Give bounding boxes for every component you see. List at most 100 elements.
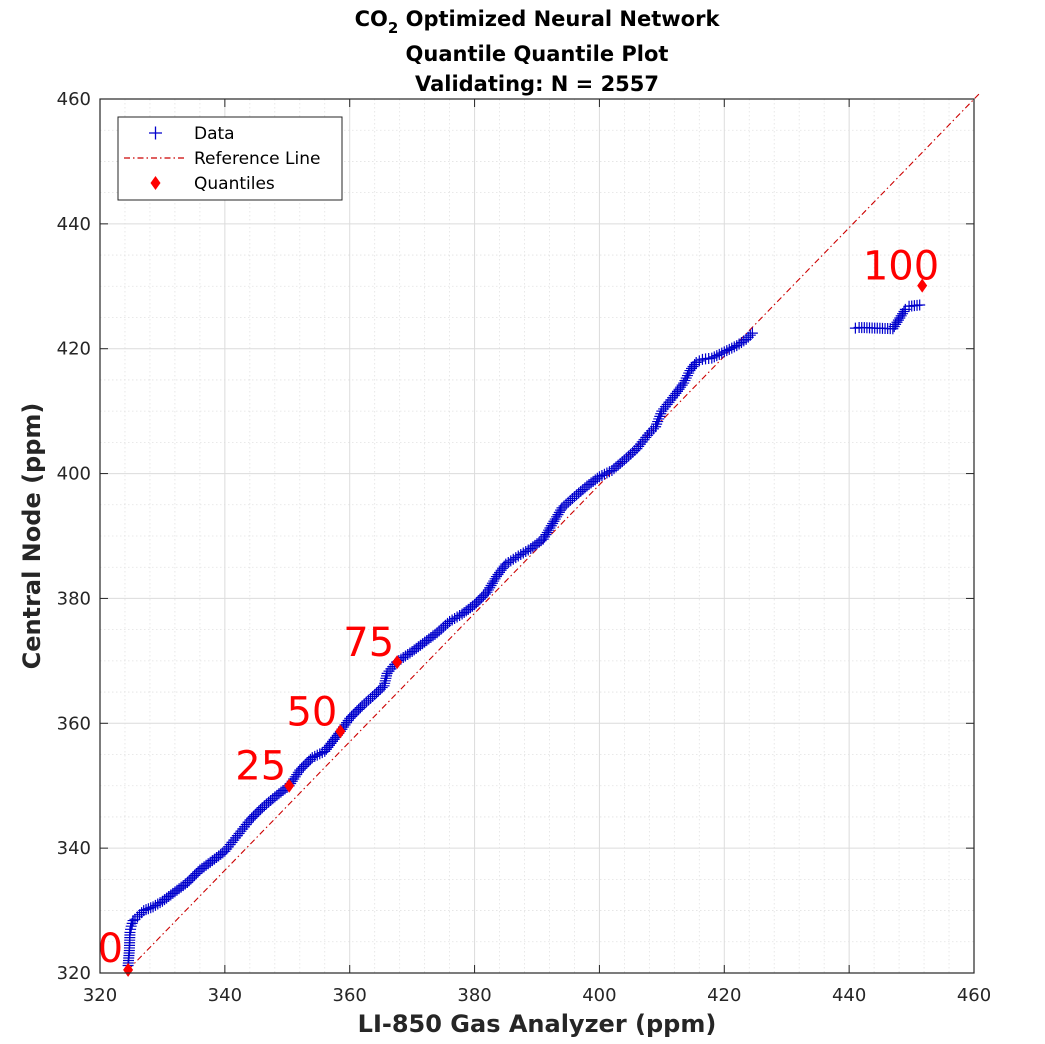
x-tick-label: 420 <box>707 985 741 1006</box>
data-point <box>891 316 903 328</box>
y-tick-label: 420 <box>57 339 91 360</box>
x-tick-label: 380 <box>457 985 491 1006</box>
data-point <box>654 410 666 422</box>
data-point <box>890 318 902 330</box>
quantile-label: 0 <box>98 926 123 972</box>
data-point <box>138 905 150 917</box>
x-tick-labels: 320 340 360 380 400 420 440 460 <box>83 985 991 1006</box>
data-point <box>544 522 556 534</box>
legend-data-marker <box>149 126 162 140</box>
data-point <box>304 753 316 765</box>
quantile-marker <box>284 778 295 793</box>
data-point <box>306 752 318 764</box>
quantile-label: 25 <box>235 744 286 790</box>
data-point <box>140 904 152 916</box>
data-point <box>596 469 608 481</box>
data-point <box>706 352 718 364</box>
data-point <box>726 342 738 354</box>
data-point <box>676 379 688 391</box>
quantile-marker <box>917 278 928 293</box>
y-tick-label: 460 <box>57 89 91 110</box>
data-point <box>454 610 466 622</box>
data-point <box>680 372 692 384</box>
chart-subtitle: Quantile Quantile Plot <box>406 42 669 66</box>
data-point <box>125 920 137 932</box>
data-point <box>129 913 141 925</box>
y-tick-label: 380 <box>57 588 91 609</box>
data-point <box>652 416 664 428</box>
data-point <box>723 343 735 355</box>
quantile-marker <box>392 655 403 670</box>
data-point <box>551 511 563 523</box>
data-point <box>655 408 667 420</box>
reference-line-group <box>127 92 981 971</box>
data-point <box>147 901 159 913</box>
data-point <box>887 323 899 335</box>
data-point <box>603 466 615 478</box>
data-point <box>888 321 900 333</box>
data-point <box>746 327 758 339</box>
data-point <box>650 421 662 433</box>
data-points <box>122 299 926 972</box>
data-point <box>552 509 564 521</box>
data-point <box>601 467 613 479</box>
reference-line <box>127 92 981 971</box>
data-point <box>679 375 691 387</box>
quantile-markers <box>123 278 928 977</box>
data-point <box>154 897 166 909</box>
quantile-marker <box>335 724 346 739</box>
data-point <box>309 750 321 762</box>
data-point <box>142 903 154 915</box>
data-point <box>399 650 411 662</box>
data-point <box>378 680 390 692</box>
x-axis-label: LI-850 Gas Analyzer (ppm) <box>358 1010 717 1038</box>
data-point <box>481 586 493 598</box>
legend: Data Reference Line Quantiles <box>117 116 343 201</box>
data-point <box>716 347 728 359</box>
y-tick-label: 360 <box>57 713 91 734</box>
legend-item-quantiles: Quantiles <box>150 174 275 194</box>
data-point <box>380 672 392 684</box>
data-point <box>152 898 164 910</box>
data-point <box>289 771 301 783</box>
data-point <box>291 769 303 781</box>
x-tick-label: 400 <box>582 985 616 1006</box>
data-point <box>678 377 690 389</box>
data-point <box>149 899 161 911</box>
data-point <box>314 748 326 760</box>
data-point <box>444 616 456 628</box>
x-tick-label: 320 <box>83 985 117 1006</box>
y-tick-labels: 320 340 360 380 400 420 440 460 <box>57 89 91 984</box>
data-point <box>539 531 551 543</box>
minor-grid <box>100 99 974 973</box>
data-point <box>512 550 524 562</box>
data-point <box>136 907 148 919</box>
data-point <box>288 773 300 785</box>
data-point <box>744 329 756 341</box>
data-point <box>651 418 663 430</box>
major-grid <box>99 98 975 974</box>
y-tick-label: 440 <box>57 214 91 235</box>
data-point <box>484 582 496 594</box>
data-point <box>520 545 532 557</box>
plot-border <box>99 98 975 974</box>
x-tick-label: 340 <box>208 985 242 1006</box>
data-point <box>449 613 461 625</box>
x-tick-label: 440 <box>832 985 866 1006</box>
data-point <box>397 652 409 664</box>
quantile-label: 50 <box>286 689 337 735</box>
y-tick-label: 340 <box>57 838 91 859</box>
data-point <box>553 506 565 518</box>
legend-reference-label: Reference Line <box>194 149 320 169</box>
legend-quantiles-label: Quantiles <box>194 174 275 194</box>
data-point <box>540 529 552 541</box>
data-point <box>683 367 695 379</box>
data-point <box>543 524 555 536</box>
chart-subtitle-n: Validating: N = 2557 <box>415 72 659 96</box>
data-point <box>545 520 557 532</box>
data-point <box>708 351 720 363</box>
y-axis-label: Central Node (ppm) <box>18 403 46 670</box>
data-point <box>547 518 559 530</box>
data-point <box>713 348 725 360</box>
tick-marks <box>99 98 975 974</box>
